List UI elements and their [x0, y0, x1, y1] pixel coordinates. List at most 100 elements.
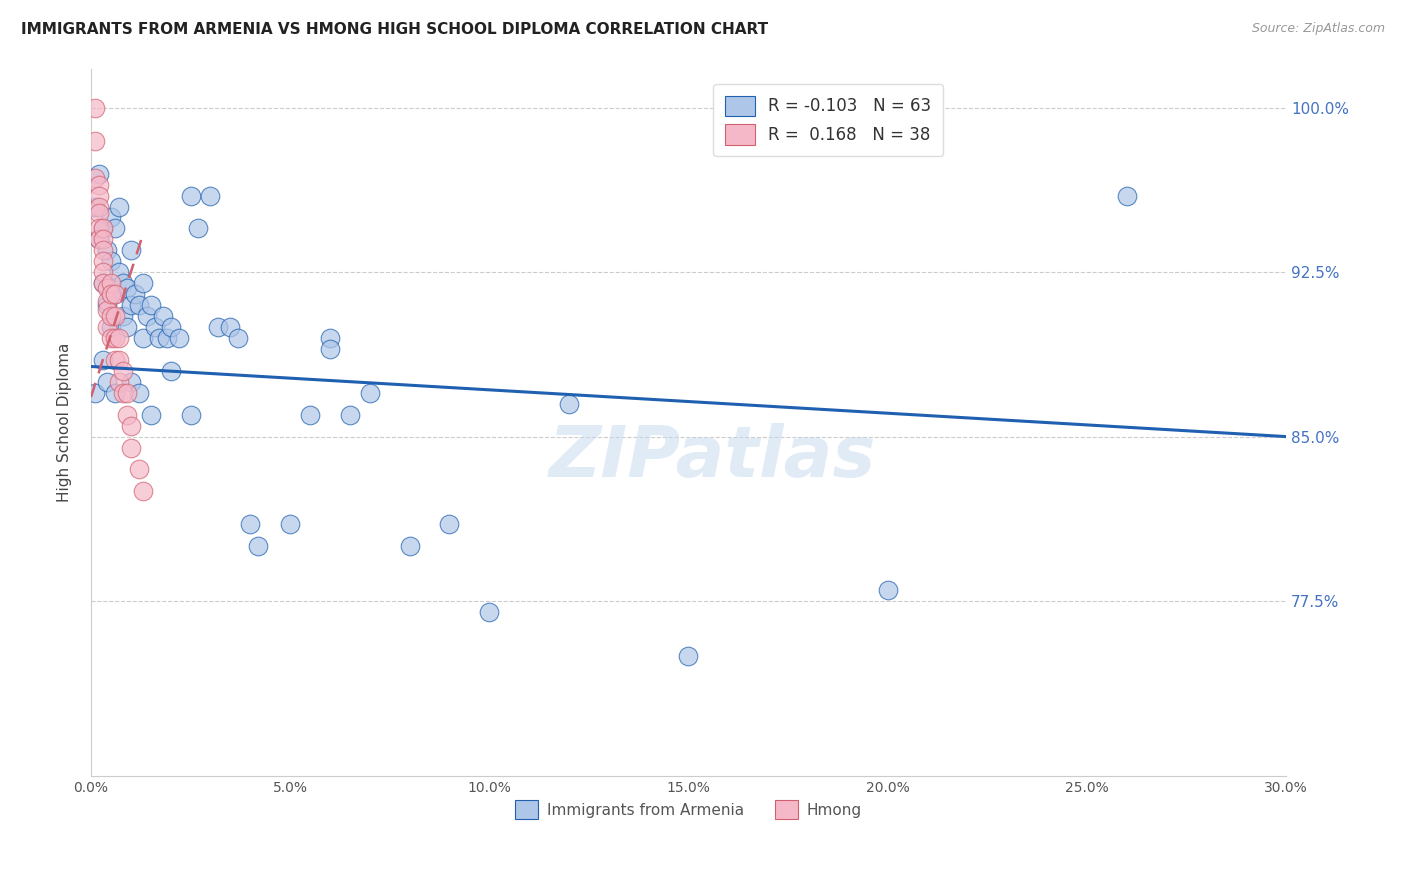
Point — [115, 320, 138, 334]
Point — [91, 221, 114, 235]
Point — [135, 309, 157, 323]
Point — [339, 408, 361, 422]
Point — [104, 221, 127, 235]
Point — [187, 221, 209, 235]
Point — [207, 320, 229, 334]
Text: Source: ZipAtlas.com: Source: ZipAtlas.com — [1251, 22, 1385, 36]
Point — [120, 244, 142, 258]
Point — [87, 167, 110, 181]
Point — [132, 277, 155, 291]
Point — [298, 408, 321, 422]
Point — [96, 298, 118, 312]
Point — [104, 309, 127, 323]
Point — [96, 293, 118, 308]
Point — [128, 385, 150, 400]
Point — [226, 331, 249, 345]
Point — [87, 206, 110, 220]
Point — [319, 331, 342, 345]
Point — [87, 200, 110, 214]
Point — [439, 517, 461, 532]
Point — [87, 232, 110, 246]
Point — [96, 280, 118, 294]
Point — [180, 408, 202, 422]
Point — [84, 200, 107, 214]
Point — [87, 221, 110, 235]
Point — [278, 517, 301, 532]
Point — [108, 265, 131, 279]
Point — [111, 277, 134, 291]
Point — [111, 385, 134, 400]
Point — [128, 298, 150, 312]
Point — [120, 298, 142, 312]
Point — [87, 232, 110, 246]
Point — [120, 418, 142, 433]
Point — [115, 385, 138, 400]
Point — [91, 265, 114, 279]
Text: ZIPatlas: ZIPatlas — [548, 423, 876, 492]
Point — [108, 375, 131, 389]
Point — [219, 320, 242, 334]
Point — [91, 232, 114, 246]
Point — [84, 171, 107, 186]
Point — [104, 385, 127, 400]
Point — [319, 342, 342, 356]
Point — [159, 320, 181, 334]
Point — [104, 287, 127, 301]
Point — [167, 331, 190, 345]
Point — [96, 302, 118, 317]
Legend: Immigrants from Armenia, Hmong: Immigrants from Armenia, Hmong — [509, 794, 868, 825]
Point — [139, 408, 162, 422]
Point — [124, 287, 146, 301]
Point — [120, 441, 142, 455]
Point — [148, 331, 170, 345]
Point — [100, 331, 122, 345]
Point — [104, 287, 127, 301]
Point — [239, 517, 262, 532]
Point — [1115, 188, 1137, 202]
Point — [156, 331, 179, 345]
Point — [200, 188, 222, 202]
Point — [132, 331, 155, 345]
Point — [139, 298, 162, 312]
Point — [132, 484, 155, 499]
Point — [84, 385, 107, 400]
Text: IMMIGRANTS FROM ARMENIA VS HMONG HIGH SCHOOL DIPLOMA CORRELATION CHART: IMMIGRANTS FROM ARMENIA VS HMONG HIGH SC… — [21, 22, 768, 37]
Point — [247, 539, 270, 553]
Y-axis label: High School Diploma: High School Diploma — [58, 343, 72, 502]
Point — [115, 408, 138, 422]
Point — [100, 309, 122, 323]
Point — [91, 277, 114, 291]
Point — [96, 320, 118, 334]
Point — [128, 462, 150, 476]
Point — [111, 309, 134, 323]
Point — [152, 309, 174, 323]
Point — [100, 277, 122, 291]
Point — [359, 385, 381, 400]
Point — [180, 188, 202, 202]
Point — [91, 254, 114, 268]
Point — [100, 287, 122, 301]
Point — [143, 320, 166, 334]
Point — [100, 254, 122, 268]
Point — [96, 244, 118, 258]
Point — [100, 211, 122, 225]
Point — [108, 331, 131, 345]
Point — [84, 101, 107, 115]
Point — [104, 352, 127, 367]
Point — [91, 352, 114, 367]
Point — [478, 605, 501, 619]
Point — [104, 331, 127, 345]
Point — [558, 397, 581, 411]
Point — [96, 375, 118, 389]
Point — [100, 287, 122, 301]
Point — [91, 244, 114, 258]
Point — [108, 352, 131, 367]
Point — [111, 364, 134, 378]
Point — [876, 582, 898, 597]
Point — [120, 375, 142, 389]
Point — [398, 539, 420, 553]
Point — [115, 280, 138, 294]
Point — [159, 364, 181, 378]
Point — [108, 200, 131, 214]
Point — [91, 277, 114, 291]
